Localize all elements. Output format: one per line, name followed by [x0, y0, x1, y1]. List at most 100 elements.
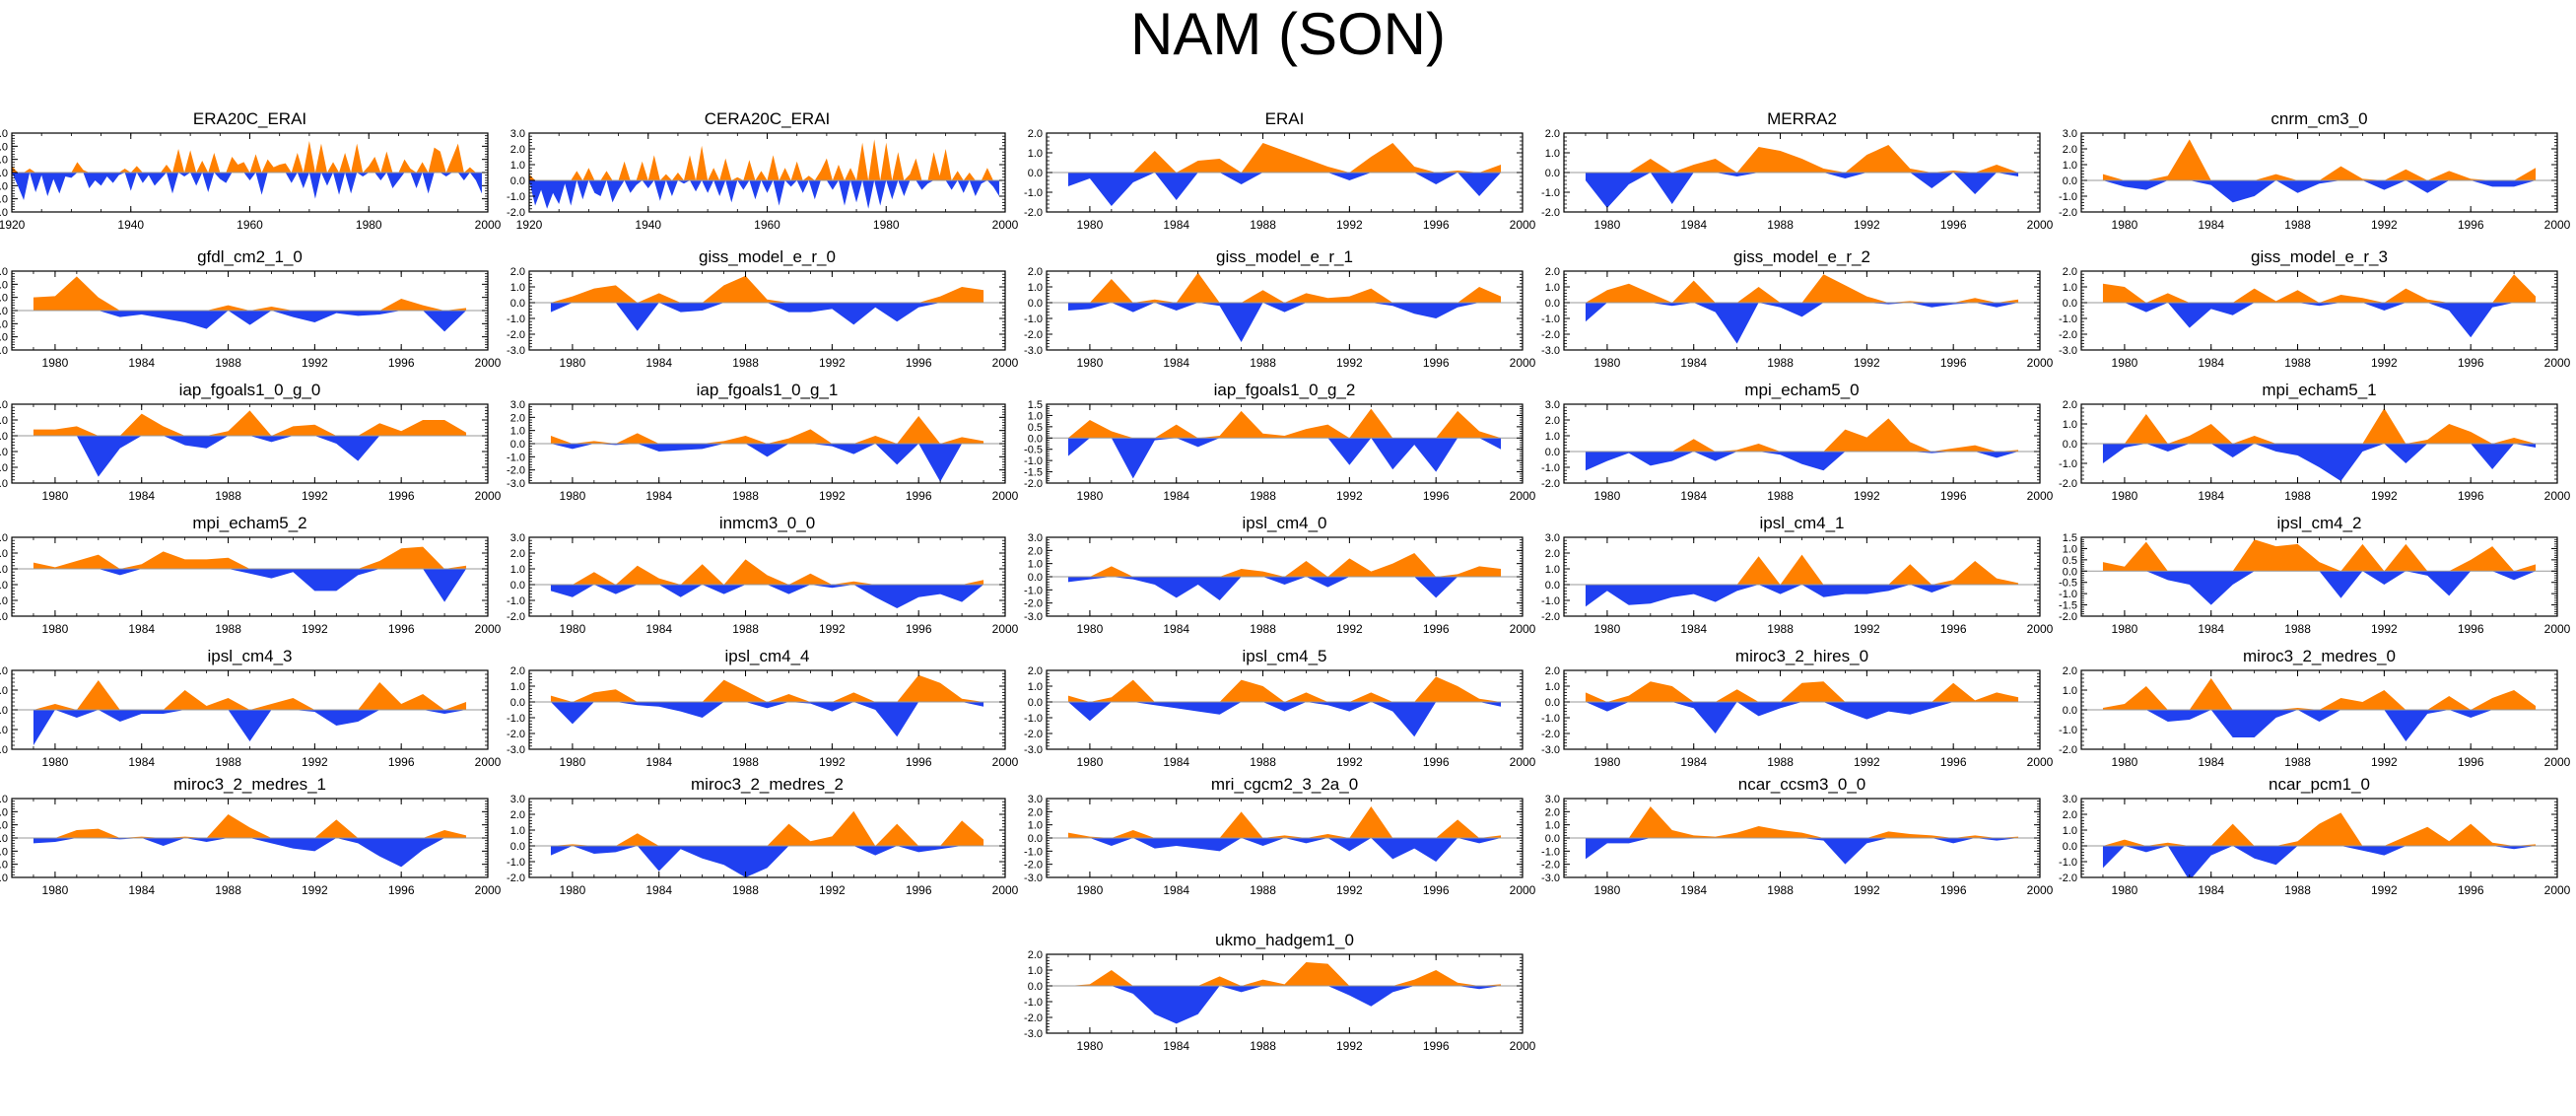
x-tick-label: 1984 — [128, 883, 155, 897]
y-tick-label: -1.0 — [2059, 314, 2077, 325]
y-tick-label: 0.0 — [1545, 697, 1560, 709]
panel-title: ipsl_cm4_5 — [1243, 647, 1327, 665]
y-tick-label: 2.0 — [510, 144, 525, 156]
y-tick-label: 1.0 — [1545, 148, 1560, 160]
negative-anomaly-fill — [2102, 710, 2537, 741]
x-tick-label: 1984 — [128, 356, 155, 370]
y-tick-label: -1.0 — [1541, 187, 1560, 199]
series-area — [12, 680, 488, 745]
y-tick-label: -1.0 — [1541, 846, 1560, 858]
y-tick-label: -1.0 — [1541, 595, 1560, 607]
x-tick-label: 1992 — [1336, 489, 1363, 503]
y-tick-label: -2.0 — [1541, 860, 1560, 872]
y-tick-label: 1.0 — [510, 426, 525, 438]
y-tick-label: 1.0 — [1545, 681, 1560, 693]
chart-panel: ncar_pcm1_0 3.0 2.0 1.0 0.0 -1.0 -2.0 1980 1984 1… — [2059, 775, 2571, 897]
panel-title: inmcm3_0_0 — [719, 514, 815, 532]
y-tick-label: -2.0 — [507, 729, 525, 740]
x-tick-label: 1980 — [1594, 356, 1621, 370]
y-tick-label: -2.0 — [507, 611, 525, 623]
y-tick-label: -1.0 — [1541, 314, 1560, 325]
series-area — [529, 416, 1005, 482]
x-tick-label: 1984 — [2198, 622, 2224, 636]
x-tick-label: 1996 — [906, 883, 932, 897]
negative-anomaly-fill — [33, 569, 467, 602]
x-tick-label: 1996 — [388, 356, 415, 370]
x-tick-label: 1988 — [2284, 622, 2311, 636]
y-tick-label: 0.0 — [1028, 572, 1043, 584]
x-tick-label: 1996 — [1423, 755, 1450, 769]
x-tick-label: 1992 — [302, 489, 328, 503]
y-tick-label: 0.0 — [510, 697, 525, 709]
panel-title: ukmo_hadgem1_0 — [1215, 931, 1354, 949]
y-tick-label: 2.0 — [1028, 545, 1043, 557]
x-tick-label: 2000 — [2027, 218, 2054, 232]
x-tick-label: 1988 — [1767, 489, 1794, 503]
y-tick-label: 0.0 — [1028, 697, 1043, 709]
series-area — [1047, 676, 1523, 737]
x-tick-label: 1996 — [1940, 883, 1967, 897]
y-tick-label: 0.0 — [2063, 566, 2077, 578]
x-tick-label: 2000 — [475, 489, 502, 503]
x-tick-label: 1992 — [2371, 622, 2398, 636]
x-tick-label: 1984 — [1680, 622, 1707, 636]
positive-anomaly-fill — [33, 276, 467, 311]
series-area — [12, 546, 488, 602]
y-tick-label: -3.0 — [507, 744, 525, 756]
x-tick-label: 1980 — [42, 883, 69, 897]
x-tick-label: 1996 — [1940, 755, 1967, 769]
y-tick-label: -2.0 — [0, 462, 8, 474]
y-tick-label: -3.0 — [1541, 872, 1560, 884]
x-tick-label: 1996 — [1423, 622, 1450, 636]
y-tick-label: 1.0 — [2063, 160, 2077, 172]
y-tick-label: -1.0 — [0, 447, 8, 458]
x-tick-label: 1996 — [2458, 622, 2484, 636]
x-tick-label: 1988 — [1767, 218, 1794, 232]
y-tick-label: -2.0 — [2059, 611, 2077, 623]
chart-panel: inmcm3_0_0 3.0 2.0 1.0 0.0 -1.0 -2.0 1980 1984 19… — [507, 514, 1019, 636]
y-tick-label: 0.0 — [2063, 705, 2077, 717]
x-tick-label: 1960 — [754, 218, 780, 232]
y-tick-label: -1.0 — [0, 180, 8, 192]
positive-anomaly-fill — [1067, 553, 1502, 577]
x-tick-label: 1984 — [1163, 218, 1189, 232]
panel-title: miroc3_2_medres_2 — [691, 775, 844, 794]
positive-anomaly-fill — [550, 275, 984, 303]
panel-title: giss_model_e_r_3 — [2251, 247, 2388, 266]
positive-anomaly-fill — [550, 559, 984, 585]
x-tick-label: 1992 — [302, 755, 328, 769]
y-tick-label: -1.0 — [0, 725, 8, 736]
positive-anomaly-fill — [33, 814, 467, 838]
y-tick-label: 2.0 — [2063, 399, 2077, 411]
panel-title: miroc3_2_medres_1 — [173, 775, 326, 794]
x-tick-label: 1980 — [560, 883, 586, 897]
y-tick-label: -1.0 — [0, 318, 8, 330]
x-tick-label: 1920 — [516, 218, 543, 232]
x-tick-label: 1988 — [1250, 883, 1276, 897]
positive-anomaly-fill — [12, 141, 482, 173]
x-tick-label: 1988 — [2284, 883, 2311, 897]
y-tick-label: -2.0 — [1541, 329, 1560, 341]
series-area — [1564, 681, 2040, 733]
positive-anomaly-fill — [2102, 678, 2537, 710]
panel-title: ipsl_cm4_2 — [2277, 514, 2362, 532]
positive-anomaly-fill — [1585, 145, 2019, 173]
y-tick-label: 1.0 — [0, 685, 8, 697]
y-tick-label: -1.0 — [2059, 725, 2077, 736]
x-tick-label: 2000 — [2027, 356, 2054, 370]
y-tick-label: -3.0 — [0, 478, 8, 490]
x-tick-label: 1988 — [732, 356, 759, 370]
x-tick-label: 2000 — [1510, 218, 1536, 232]
x-tick-label: 1980 — [42, 622, 69, 636]
y-tick-label: 2.0 — [1545, 128, 1560, 140]
negative-anomaly-fill — [1067, 577, 1502, 600]
x-tick-label: 2000 — [2544, 883, 2571, 897]
y-tick-label: -2.0 — [1024, 478, 1043, 490]
y-tick-label: -1.5 — [2059, 600, 2077, 612]
series-area — [1564, 274, 2040, 344]
x-tick-label: 1996 — [906, 755, 932, 769]
y-tick-label: -1.0 — [1541, 713, 1560, 725]
y-tick-label: -3.0 — [1024, 345, 1043, 357]
chart-panel: ERAI 2.0 1.0 0.0 -1.0 -2.0 1980 1984 1988 1992 199… — [1024, 109, 1536, 232]
positive-anomaly-fill — [1067, 408, 1502, 439]
